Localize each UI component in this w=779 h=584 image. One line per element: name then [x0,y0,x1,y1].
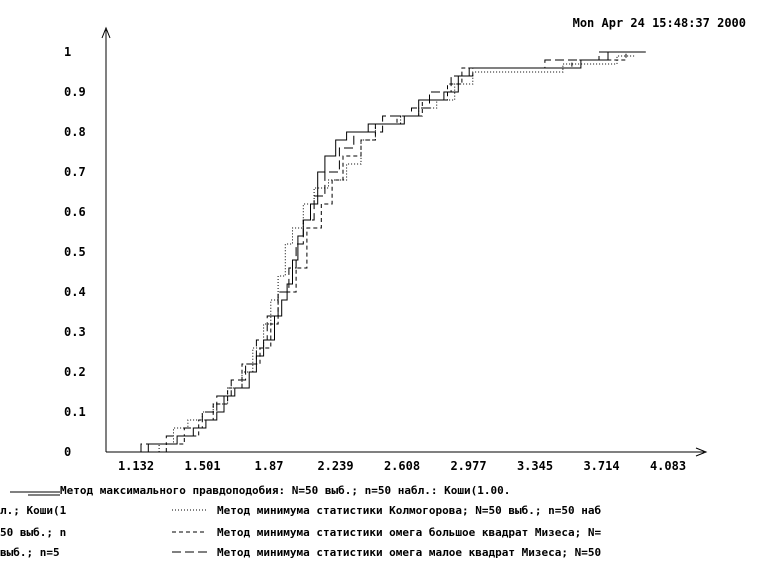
x-tick-label: 1.132 [118,459,154,473]
x-tick-label: 3.714 [583,459,619,473]
x-tick-label: 3.345 [517,459,553,473]
axes [101,26,708,457]
y-tick-label: 1 [64,45,71,59]
x-tick-label: 2.239 [317,459,353,473]
y-tick-label: 0.8 [64,125,86,139]
x-tick-label: 1.87 [255,459,284,473]
x-axis-ticks: 1.132 1.501 1.87 2.239 2.608 2.977 3.345 3.714 4… [118,459,686,473]
series-line-4 [140,51,643,452]
series-layer [140,51,646,452]
series-line-1 [147,51,646,452]
series-line-3 [165,51,639,452]
y-tick-label: 0.5 [64,245,86,259]
y-tick-label: 0.6 [64,205,86,219]
y-tick-label: 0.9 [64,85,86,99]
y-tick-label: 0 [64,445,71,459]
legend-left-fragment: выб.; n=5 [0,546,60,559]
legend: Метод максимального правдоподобия: N=50 … [0,484,601,559]
legend-label: Метод минимума статистики Колмогорова; N… [217,504,601,517]
legend-left-fragment: л.; Коши(1 [0,504,67,517]
x-tick-label: 2.608 [384,459,420,473]
x-axis-arrow [695,447,708,457]
x-tick-label: 2.977 [450,459,486,473]
legend-left-fragment: 50 выб.; n [0,526,66,539]
y-tick-label: 0.1 [64,405,86,419]
timestamp: Mon Apr 24 15:48:37 2000 [573,16,746,30]
y-tick-label: 0.3 [64,325,86,339]
legend-label: Метод максимального правдоподобия: N=50 … [60,484,510,497]
x-tick-label: 4.083 [650,459,686,473]
x-tick-label: 1.501 [184,459,220,473]
y-axis-ticks: 0 0.1 0.2 0.3 0.4 0.5 0.6 0.7 0.8 0.9 1 [64,45,86,459]
y-tick-label: 0.7 [64,165,86,179]
y-tick-label: 0.2 [64,365,86,379]
legend-label: Метод минимума статистики омега большое … [217,526,601,539]
legend-label: Метод минимума статистики омега малое кв… [217,546,601,559]
series-line-2 [158,55,635,452]
y-axis-arrow [101,26,111,39]
y-tick-label: 0.4 [64,285,86,299]
